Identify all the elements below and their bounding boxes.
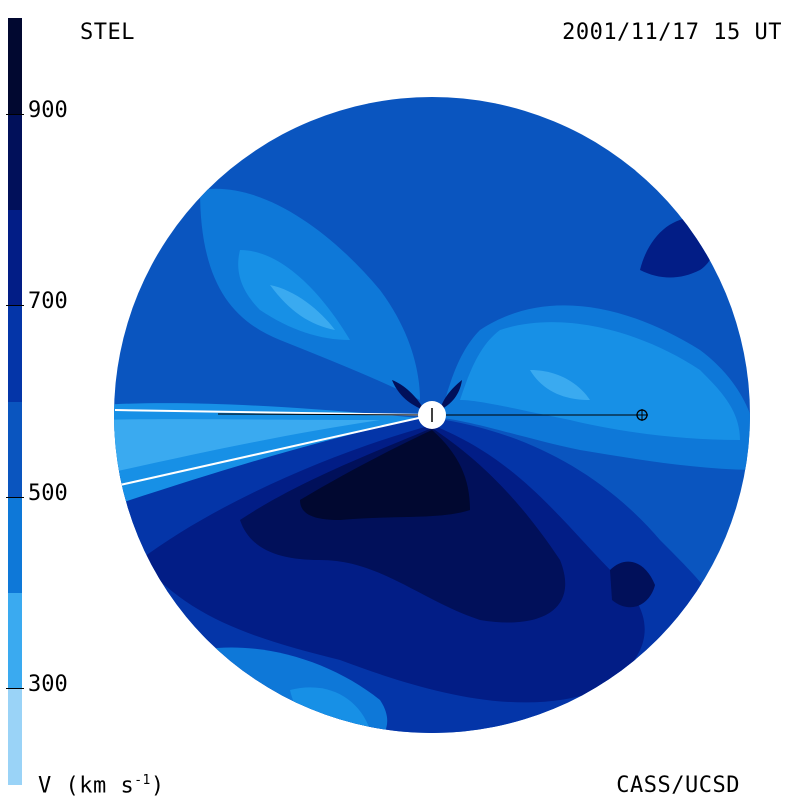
colorbar-tick-label: 900 — [28, 97, 68, 123]
colorbar-tick-mark — [6, 305, 24, 307]
colorbar-tick-label: 500 — [28, 480, 68, 506]
colorbar-segment-6 — [8, 113, 22, 210]
region-right-lightest — [530, 370, 590, 400]
region-right-lighter — [460, 322, 740, 440]
colorbar-segment-7 — [8, 18, 22, 115]
colorbar — [8, 18, 22, 785]
colorbar-tick-mark — [6, 496, 24, 498]
timestamp-label: 2001/11/17 15 UT — [562, 20, 782, 45]
colorbar-segment-2 — [8, 496, 22, 593]
colorbar-tick-mark — [6, 688, 24, 690]
colorbar-segment-1 — [8, 592, 22, 689]
region-lower-right-dark — [610, 561, 655, 608]
lobe-upper-left — [392, 380, 424, 410]
colorbar-tick-label: 700 — [28, 289, 68, 315]
colorbar-segment-3 — [8, 401, 22, 498]
units-label: V (km s-1) — [38, 772, 165, 798]
colorbar-tick-mark — [6, 113, 24, 115]
left-ray-1 — [114, 409, 433, 416]
region-upper-left-lighter — [270, 285, 335, 330]
lobe-upper-right — [440, 380, 462, 410]
colorbar-segment-4 — [8, 305, 22, 402]
colorbar-tick-label: 300 — [28, 672, 68, 698]
credit-label: CASS/UCSD — [616, 773, 740, 798]
region-lower-darkest — [240, 428, 566, 623]
colorbar-segment-0 — [8, 688, 22, 785]
left-ray-2 — [119, 414, 433, 486]
region-left-band-inner — [114, 419, 380, 475]
left-ray-3 — [217, 413, 433, 416]
colorbar-segment-5 — [8, 209, 22, 306]
region-lower-core — [300, 430, 470, 520]
observatory-label: STEL — [80, 20, 135, 45]
